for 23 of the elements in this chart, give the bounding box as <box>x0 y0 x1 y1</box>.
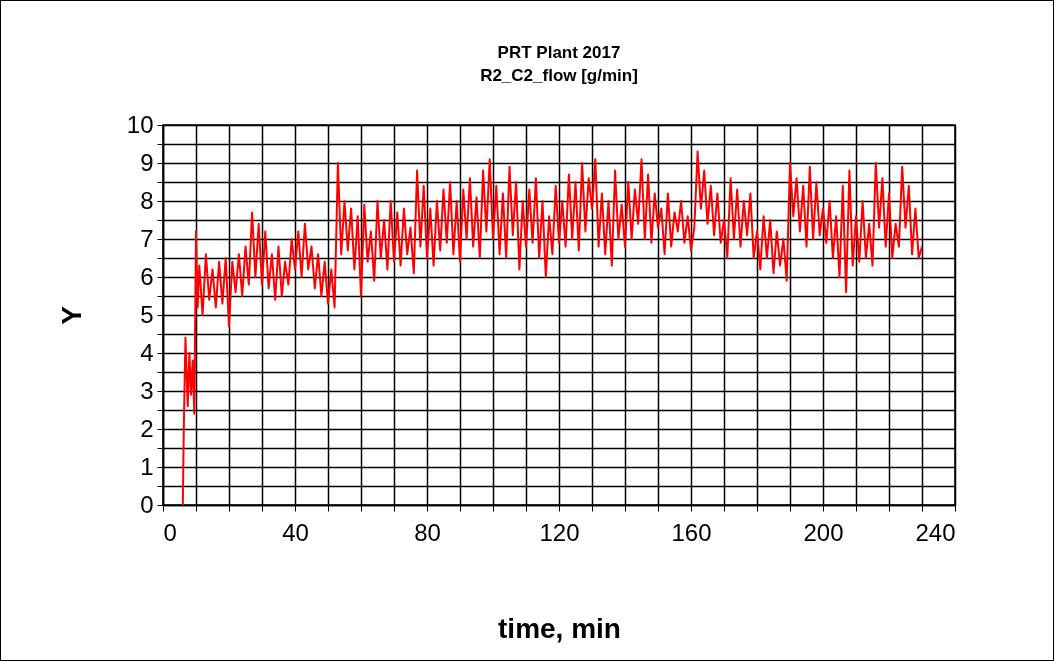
y-tick-label: 0 <box>140 490 154 518</box>
x-tick-label: 120 <box>539 518 580 546</box>
y-tick-label: 7 <box>140 224 154 252</box>
line-series <box>181 150 923 505</box>
chart-subtitle: R2_C2_flow [g/min] <box>480 66 638 85</box>
y-tick-label: 3 <box>140 376 154 404</box>
chart-title: PRT Plant 2017 <box>497 43 621 62</box>
y-tick-label: 8 <box>140 186 154 214</box>
x-axis-title: time, min <box>498 612 621 644</box>
y-tick-label: 5 <box>140 300 154 328</box>
y-tick-label: 1 <box>140 452 154 480</box>
x-tick-label: 40 <box>282 518 309 546</box>
x-tick-label: 240 <box>915 518 956 546</box>
y-tick-label: 9 <box>140 148 154 176</box>
x-tick-label: 0 <box>163 518 177 546</box>
x-tick-label: 200 <box>803 518 844 546</box>
y-tick-label: 2 <box>140 414 154 442</box>
x-tick-label: 80 <box>414 518 441 546</box>
y-axis-title: Y <box>55 305 87 325</box>
y-tick-label: 10 <box>126 110 154 138</box>
y-tick-label: 6 <box>140 262 154 290</box>
x-tick-label: 160 <box>671 518 712 546</box>
y-tick-label: 4 <box>140 338 154 366</box>
